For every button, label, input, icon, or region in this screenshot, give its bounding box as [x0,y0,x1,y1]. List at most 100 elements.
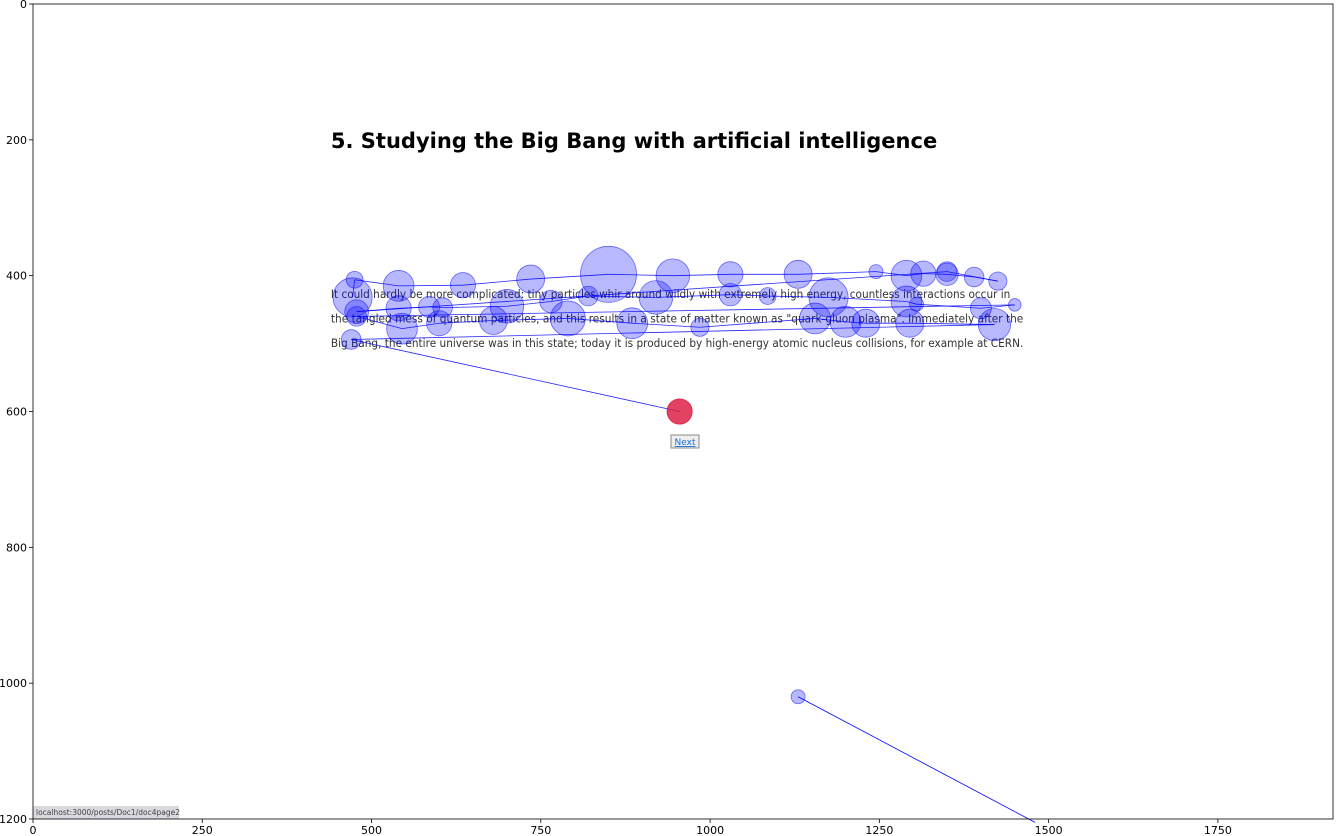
y-tick-label: 0 [20,0,27,11]
y-tick-label: 400 [6,270,27,283]
saccade-line [980,304,1015,309]
x-tick-label: 1500 [1035,824,1063,836]
fixation-point [718,283,742,307]
saccade-line [550,295,589,302]
fixation-point [549,300,586,337]
x-tick-label: 250 [192,824,213,836]
fixation-point [516,264,546,294]
x-tick-label: 1250 [865,824,893,836]
y-tick-label: 1200 [0,813,27,826]
fixation-point [479,306,508,335]
saccade-line [352,279,356,298]
saccade-line [946,271,998,282]
fixation-point [382,270,415,302]
fixation-point [963,266,985,288]
next-button[interactable] [670,434,700,449]
fixation-point [988,271,1008,291]
fixation-point [690,317,710,337]
saccade-line [530,273,609,280]
saccade-line [506,301,552,307]
saccade-line [632,322,700,328]
saccade-line [699,318,816,328]
fixation-point [578,285,599,307]
saccade-line [356,271,948,313]
saccade-line [828,297,907,302]
saccade-line [356,304,1015,317]
saccade-line [351,339,680,412]
next-button-label[interactable]: Next [675,438,696,448]
fixation-point [449,272,476,299]
fixation-point [345,270,364,289]
x-tick-label: 1750 [1204,824,1232,836]
fixation-point [977,308,1011,342]
stimulus-heading: 5. Studying the Big Bang with artificial… [331,129,937,153]
fixation-point [851,308,881,338]
trail-fixation-point [790,689,806,705]
y-tick-label: 600 [6,406,27,419]
fixation-point [783,259,813,289]
saccade-line [356,307,399,313]
fixation-point [936,261,958,282]
saccade-line [798,271,876,275]
saccade-line [947,273,975,278]
fixation-point [890,285,923,318]
fixation-point [346,306,367,327]
saccade-line [462,278,531,286]
saccade-line [398,306,430,309]
saccade-line [351,324,995,340]
stimulus-layer: 5. Studying the Big Bang with artificial… [33,129,1023,819]
saccade-line [354,279,399,287]
y-tick-label: 800 [6,541,27,554]
status-url: localhost:3000/posts/Doc1/doc4page2 [36,808,180,817]
fixation-point [868,264,884,279]
fixation-point [970,297,992,320]
x-tick-label: 1000 [696,824,724,836]
y-tick-label: 200 [6,134,27,147]
saccade-line [439,320,494,324]
fixation-point [616,307,649,340]
saccade-line [767,295,829,298]
saccade-line [845,321,866,324]
fixation-point [426,310,453,337]
x-tick-label: 0 [30,824,37,836]
fixation-point [1008,298,1022,312]
saccade-line [730,294,768,297]
saccade-line [398,284,463,287]
stimulus-paragraph-line: Big Bang, the entire universe was in thi… [331,336,1023,350]
fixation-point [432,297,453,318]
x-tick-label: 500 [361,824,382,836]
status-bar [33,806,179,819]
fixation-point [758,287,777,305]
saccade-line [923,273,948,275]
saccade-line [608,273,673,277]
y-tick-label: 1000 [0,677,27,690]
fixation-point [799,302,831,335]
fixation-point [332,277,373,318]
fixation-point [386,312,418,345]
saccade-line [906,273,924,277]
fixation-point [808,277,849,318]
trail-line [797,696,1036,823]
saccade-line [655,294,731,298]
x-tick-label: 750 [530,824,551,836]
saccade-line [906,301,917,305]
scanpath-layer [332,245,1036,823]
saccade-line [493,318,568,321]
fixation-point [895,308,925,338]
fixation-point [344,299,369,324]
fixation-point [341,329,362,350]
current-fixation-point [666,398,693,425]
fixation-point [890,259,923,292]
saccade-line [672,273,731,277]
saccade-line [588,295,656,298]
saccade-line [567,318,633,324]
fixation-point [385,295,412,322]
saccade-line [356,316,403,330]
fixation-point [655,258,691,293]
saccade-line [401,322,440,330]
fixation-point [910,260,937,287]
saccade-line [429,306,443,308]
